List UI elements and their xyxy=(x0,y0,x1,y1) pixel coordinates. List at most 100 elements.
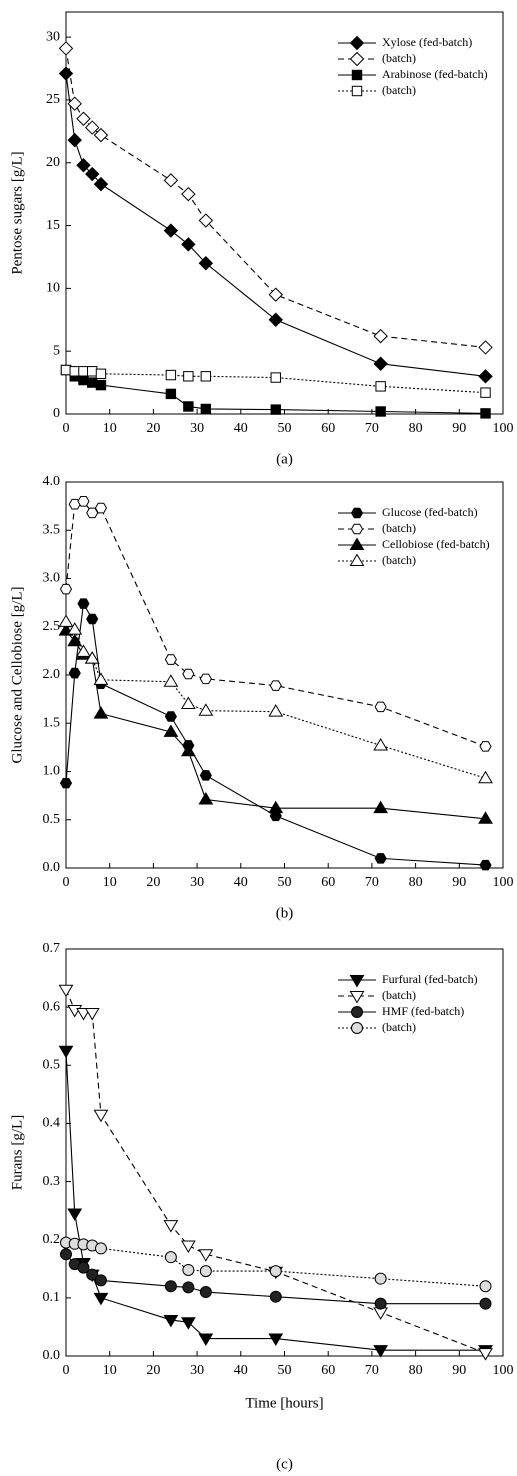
y-tick-label: 20 xyxy=(46,155,60,170)
marker xyxy=(94,1274,107,1287)
marker xyxy=(480,387,491,398)
marker xyxy=(373,1345,389,1358)
legend-label: (batch) xyxy=(382,1020,416,1034)
x-tick-label: 10 xyxy=(103,875,117,890)
legend-label: Arabinose (fed-batch) xyxy=(382,67,488,81)
marker xyxy=(183,371,194,382)
marker xyxy=(198,1249,214,1262)
x-tick-label: 30 xyxy=(190,421,204,436)
legend-marker xyxy=(351,85,363,97)
marker xyxy=(77,1261,90,1274)
marker xyxy=(198,703,214,716)
marker xyxy=(180,696,196,709)
marker xyxy=(373,356,388,371)
marker xyxy=(268,1333,284,1347)
marker xyxy=(68,667,81,679)
series-line xyxy=(65,601,486,866)
x-tick-label: 90 xyxy=(452,1363,466,1378)
y-tick-label: 0.2 xyxy=(43,1232,61,1247)
y-tick-label: 0.6 xyxy=(43,999,61,1014)
x-tick-label: 80 xyxy=(409,1363,423,1378)
y-axis-label: Furans [g/L] xyxy=(9,1115,25,1190)
y-tick-label: 0.0 xyxy=(43,1348,61,1363)
marker xyxy=(87,377,98,388)
legend-marker xyxy=(349,553,365,566)
x-tick-label: 100 xyxy=(493,421,514,436)
y-tick-label: 0.0 xyxy=(43,860,61,875)
y-axis-label: Pentose sugars [g/L] xyxy=(9,151,25,274)
marker xyxy=(479,859,492,871)
marker xyxy=(67,633,83,647)
marker xyxy=(94,502,108,514)
y-tick-label: 30 xyxy=(46,29,60,44)
x-tick-label: 60 xyxy=(321,421,335,436)
marker xyxy=(76,158,91,173)
y-axis-label: Glucose and Cellobiose [g/L] xyxy=(9,586,25,763)
marker xyxy=(373,328,388,344)
marker xyxy=(373,737,389,751)
x-tick-label: 30 xyxy=(190,875,204,890)
x-tick-label: 50 xyxy=(278,875,292,890)
x-tick-label: 20 xyxy=(146,421,160,436)
marker xyxy=(76,1007,91,1021)
marker xyxy=(78,366,89,377)
y-tick-label: 0.3 xyxy=(43,1174,61,1189)
legend-marker xyxy=(349,537,365,550)
marker xyxy=(199,1265,212,1278)
legend-label: (batch) xyxy=(382,988,416,1002)
marker xyxy=(77,598,90,609)
marker xyxy=(181,186,196,202)
marker xyxy=(479,1280,492,1293)
series-line xyxy=(65,1242,486,1287)
x-tick-label: 0 xyxy=(63,875,70,890)
marker xyxy=(93,706,109,719)
x-tick-label: 0 xyxy=(63,1363,70,1378)
y-tick-label: 2.5 xyxy=(43,619,61,634)
x-tick-label: 80 xyxy=(409,875,423,890)
marker xyxy=(163,173,179,188)
marker xyxy=(67,96,82,111)
marker xyxy=(269,680,282,691)
marker xyxy=(270,404,281,415)
marker xyxy=(268,800,284,814)
marker xyxy=(268,704,284,717)
x-tick-label: 60 xyxy=(321,1363,335,1378)
marker xyxy=(84,1007,100,1021)
legend-marker xyxy=(351,69,363,81)
marker xyxy=(200,371,212,382)
marker xyxy=(269,1265,282,1278)
marker xyxy=(478,369,493,384)
marker xyxy=(68,498,81,510)
marker xyxy=(199,673,212,685)
x-tick-label: 50 xyxy=(278,1363,292,1378)
series-line xyxy=(65,621,486,779)
marker xyxy=(182,1281,195,1294)
marker xyxy=(165,369,177,381)
x-tick-label: 20 xyxy=(146,1363,160,1378)
marker xyxy=(93,1109,109,1123)
legend-marker xyxy=(351,1006,363,1018)
legend-marker xyxy=(349,35,365,51)
marker xyxy=(478,770,493,784)
legend-label: Cellobiose (fed-batch) xyxy=(382,537,490,551)
marker xyxy=(182,1263,195,1276)
marker xyxy=(58,41,74,56)
marker xyxy=(373,800,389,814)
marker xyxy=(165,388,177,400)
y-tick-label: 2.0 xyxy=(43,667,61,682)
marker xyxy=(374,853,387,864)
marker xyxy=(164,711,177,722)
x-tick-label: 10 xyxy=(103,1363,117,1378)
marker xyxy=(86,613,99,625)
x-tick-label: 70 xyxy=(365,1363,379,1378)
marker xyxy=(164,1280,177,1293)
marker xyxy=(180,743,196,757)
marker xyxy=(182,668,195,680)
series-line xyxy=(65,73,486,377)
marker xyxy=(94,1242,107,1255)
x-tick-label: 40 xyxy=(234,875,248,890)
y-tick-label: 4.0 xyxy=(43,474,61,489)
legend-marker xyxy=(349,51,365,67)
x-tick-label: 40 xyxy=(234,1363,248,1378)
